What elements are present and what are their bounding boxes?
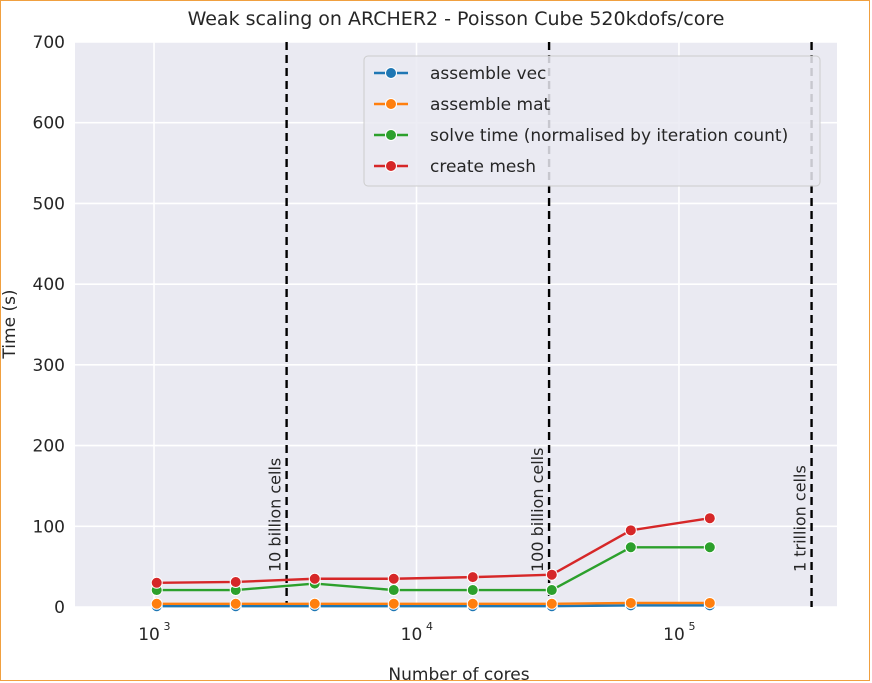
data-point — [545, 597, 558, 610]
x-tick-label: 10 — [401, 625, 423, 645]
legend-box — [363, 55, 821, 187]
y-axis-label: Time (s) — [0, 289, 20, 359]
x-axis-label: Number of cores — [388, 665, 529, 683]
y-tick-label: 0 — [54, 598, 65, 618]
legend-swatch-marker — [385, 160, 397, 172]
series-line — [156, 604, 710, 608]
annotation-label: 100 billion cells — [528, 448, 547, 572]
legend-entry-label: assemble vec — [430, 64, 546, 84]
data-point — [624, 524, 637, 537]
y-tick-label: 300 — [33, 356, 65, 376]
y-ticks: 0 100 200 300 400 500 600 700 — [33, 33, 65, 618]
legend-entry-label: create mesh — [430, 157, 536, 177]
legend: assemble vec assemble mat solve time (norm… — [363, 55, 821, 187]
annotation-label: 10 billion cells — [266, 458, 285, 572]
data-point — [308, 597, 321, 610]
data-point — [545, 584, 558, 597]
x-tick-label: 10 — [663, 625, 685, 645]
data-point — [229, 575, 242, 588]
data-point — [545, 568, 558, 581]
y-tick-label: 500 — [33, 194, 65, 214]
series-group — [150, 512, 716, 613]
y-tick-label: 700 — [33, 33, 65, 53]
data-point — [466, 584, 479, 597]
legend-swatch-marker — [385, 129, 397, 141]
data-point — [308, 572, 321, 585]
y-tick-label: 200 — [33, 437, 65, 457]
legend-entry-label: solve time (normalised by iteration coun… — [430, 126, 788, 146]
x-tick-label: 10 — [138, 625, 160, 645]
data-point — [466, 597, 479, 610]
x-tick-exponent: 4 — [426, 620, 433, 633]
y-tick-label: 400 — [33, 275, 65, 295]
x-ticks: 10 3 10 4 10 5 — [138, 620, 695, 645]
data-point — [387, 572, 400, 585]
data-point — [387, 584, 400, 597]
data-point — [466, 571, 479, 584]
legend-swatch-marker — [385, 67, 397, 79]
y-tick-label: 100 — [33, 517, 65, 537]
data-point — [229, 597, 242, 610]
annotation-label: 1 trillion cells — [791, 465, 810, 572]
data-point — [150, 576, 163, 589]
data-point — [624, 541, 637, 554]
data-point — [387, 597, 400, 610]
data-point — [703, 541, 716, 554]
legend-entry-label: assemble mat — [430, 95, 551, 115]
data-point — [150, 597, 163, 610]
series-line — [156, 601, 710, 605]
legend-swatch-marker — [385, 98, 397, 110]
y-tick-label: 600 — [33, 114, 65, 134]
chart-title: Weak scaling on ARCHER2 - Poisson Cube 5… — [188, 8, 725, 30]
series-line — [156, 517, 710, 584]
data-point — [624, 596, 637, 609]
series-line — [156, 546, 710, 592]
x-tick-exponent: 5 — [688, 620, 695, 633]
x-tick-exponent: 3 — [164, 620, 171, 633]
data-point — [703, 596, 716, 609]
data-point — [703, 512, 716, 525]
